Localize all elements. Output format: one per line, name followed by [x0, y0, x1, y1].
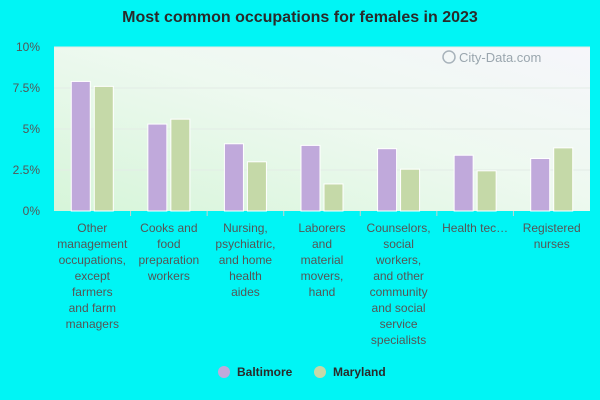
x-tick-label: Registered nurses	[523, 221, 581, 251]
bar-baltimore[interactable]	[300, 144, 321, 212]
bar-baltimore[interactable]	[70, 80, 91, 212]
bar-maryland[interactable]	[400, 168, 421, 212]
x-axis-labels: Other management occupations, except farmers…	[57, 211, 581, 347]
bar-maryland[interactable]	[476, 170, 497, 212]
legend-label-baltimore: Baltimore	[237, 365, 293, 379]
bar-baltimore[interactable]	[530, 158, 551, 212]
bar-baltimore[interactable]	[223, 143, 244, 212]
chart-title: Most common occupations for females in 2…	[122, 9, 478, 26]
x-tick-label: Counselors, social workers, and other commun…	[367, 221, 431, 347]
legend-swatch-maryland	[314, 366, 326, 378]
y-tick-label: 10%	[16, 40, 40, 54]
y-tick-label: 0%	[23, 204, 41, 218]
bar-baltimore[interactable]	[377, 148, 398, 212]
x-tick-label: Other management occupations, except farmers…	[57, 221, 128, 331]
bar-baltimore[interactable]	[453, 154, 474, 212]
x-tick-label: Health tec…	[442, 221, 508, 235]
legend-label-maryland: Maryland	[333, 365, 386, 379]
x-tick-label: Nursing, psychiatric, and home health aides	[215, 221, 275, 299]
watermark: City-Data.com	[442, 50, 541, 65]
bar-maryland[interactable]	[170, 118, 191, 212]
x-tick-label: Laborers and material movers, hand	[298, 221, 345, 299]
bars	[70, 80, 574, 212]
y-tick-label: 7.5%	[13, 81, 41, 95]
y-axis-ticks: 0% 2.5% 5% 7.5% 10%	[13, 40, 41, 218]
watermark-text: City-Data.com	[459, 50, 541, 65]
bar-maryland[interactable]	[246, 161, 267, 212]
watermark-icon	[442, 50, 456, 64]
y-tick-label: 2.5%	[13, 163, 41, 177]
bar-maryland[interactable]	[553, 147, 574, 212]
gridlines	[54, 46, 590, 171]
legend: Baltimore Maryland	[218, 365, 386, 379]
bar-maryland[interactable]	[323, 183, 344, 212]
legend-swatch-baltimore	[218, 366, 230, 378]
bar-baltimore[interactable]	[147, 123, 168, 212]
bar-maryland[interactable]	[93, 85, 114, 212]
y-tick-label: 5%	[23, 122, 41, 136]
x-tick-label: Cooks and food preparation workers	[138, 221, 199, 283]
